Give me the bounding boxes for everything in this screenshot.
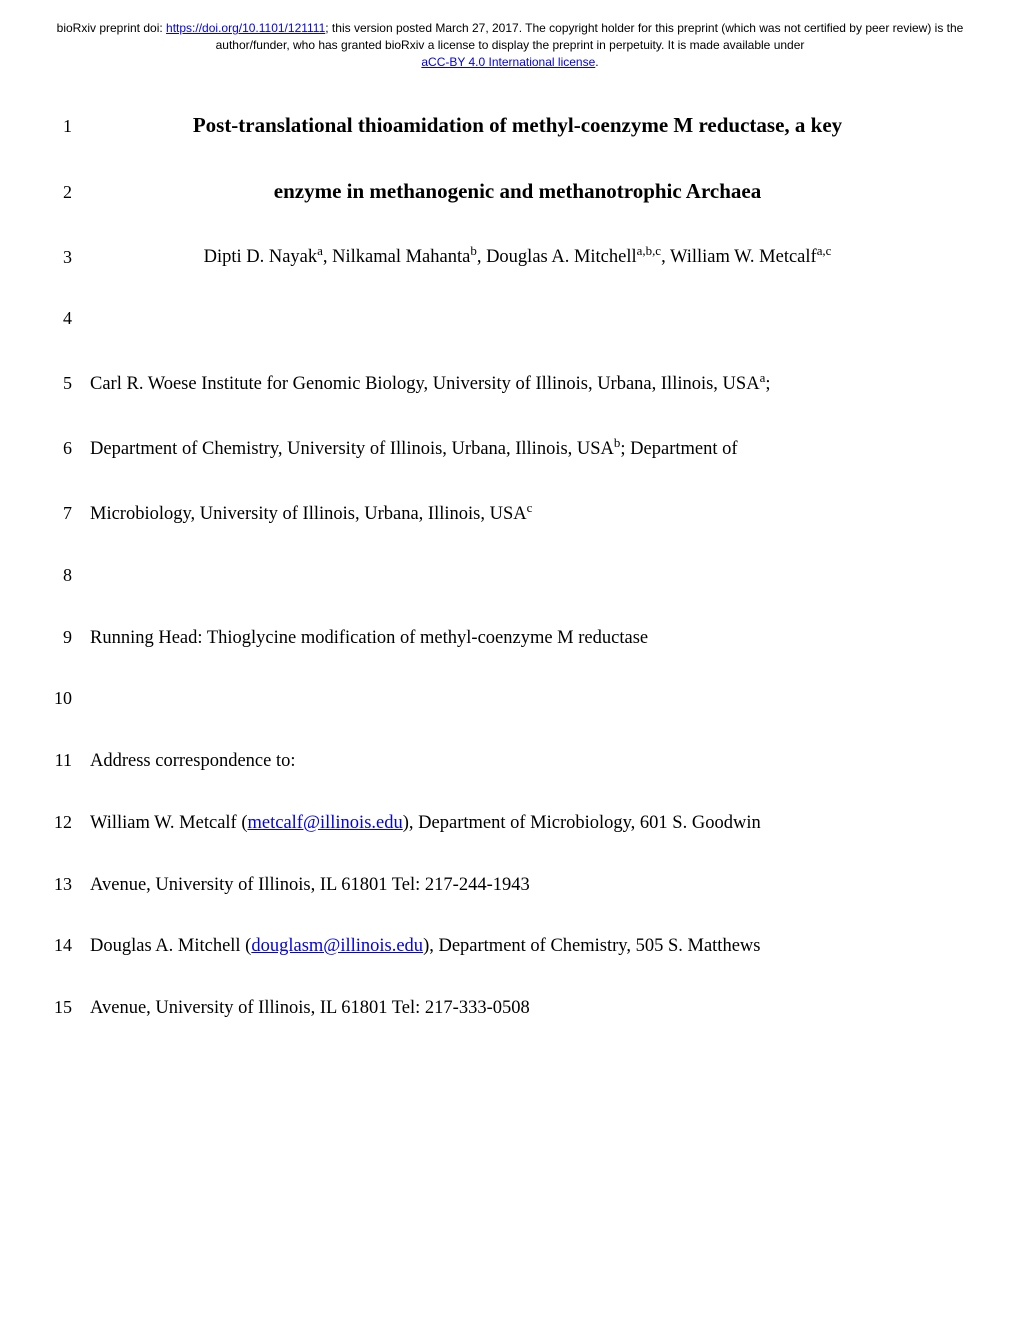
affiliation-text: Carl R. Woese Institute for Genomic Biol…	[90, 368, 945, 399]
authors-text: Dipti D. Nayaka, Nilkamal Mahantab, Doug…	[90, 241, 945, 272]
title-text: Post-translational thioamidation of meth…	[90, 110, 945, 142]
line-7: 7 Microbiology, University of Illinois, …	[50, 498, 945, 529]
line-2: 2 enzyme in methanogenic and methanotrop…	[50, 176, 945, 208]
line-number: 7	[50, 503, 90, 524]
manuscript-content: 1 Post-translational thioamidation of me…	[0, 80, 1020, 1022]
affiliation-text: Department of Chemistry, University of I…	[90, 433, 945, 464]
line-15: 15 Avenue, University of Illinois, IL 61…	[50, 995, 945, 1023]
line-number: 9	[50, 627, 90, 648]
text-part: ), Department of Chemistry, 505 S. Matth…	[423, 936, 760, 956]
title-text: enzyme in methanogenic and methanotrophi…	[90, 176, 945, 208]
text-part: ), Department of Microbiology, 601 S. Go…	[403, 813, 761, 833]
affiliation-sup: c	[527, 500, 533, 515]
text-part: ;	[765, 374, 770, 394]
author-name: , Nilkamal Mahanta	[323, 248, 470, 268]
affiliation-text: Microbiology, University of Illinois, Ur…	[90, 498, 945, 529]
text-part: Carl R. Woese Institute for Genomic Biol…	[90, 374, 760, 394]
text-part: Microbiology, University of Illinois, Ur…	[90, 504, 527, 524]
line-12: 12 William W. Metcalf (metcalf@illinois.…	[50, 810, 945, 838]
line-number: 13	[50, 874, 90, 895]
blank-line	[90, 306, 945, 334]
preprint-header: bioRxiv preprint doi: https://doi.org/10…	[0, 0, 1020, 80]
author-name: , Douglas A. Mitchell	[477, 248, 637, 268]
line-number: 15	[50, 997, 90, 1018]
line-number: 8	[50, 565, 90, 586]
header-mid: ; this version posted March 27, 2017. Th…	[216, 21, 964, 52]
line-number: 4	[50, 308, 90, 329]
text-part: Douglas A. Mitchell (	[90, 936, 251, 956]
line-number: 14	[50, 935, 90, 956]
blank-line	[90, 563, 945, 591]
line-number: 3	[50, 247, 90, 268]
author-name: Dipti D. Nayak	[204, 248, 318, 268]
line-13: 13 Avenue, University of Illinois, IL 61…	[50, 872, 945, 900]
license-link[interactable]: aCC-BY 4.0 International license	[421, 55, 595, 69]
doi-link[interactable]: https://doi.org/10.1101/121111	[166, 21, 325, 35]
line-number: 6	[50, 438, 90, 459]
line-3: 3 Dipti D. Nayaka, Nilkamal Mahantab, Do…	[50, 241, 945, 272]
author-name: , William W. Metcalf	[661, 248, 817, 268]
line-6: 6 Department of Chemistry, University of…	[50, 433, 945, 464]
line-number: 2	[50, 182, 90, 203]
line-5: 5 Carl R. Woese Institute for Genomic Bi…	[50, 368, 945, 399]
affiliation-sup: a,c	[817, 243, 832, 258]
correspondence-text: Douglas A. Mitchell (douglasm@illinois.e…	[90, 933, 945, 961]
text-part: Department of Chemistry, University of I…	[90, 439, 614, 459]
affiliation-sup: a,b,c	[637, 243, 661, 258]
correspondence-label: Address correspondence to:	[90, 748, 945, 776]
line-number: 5	[50, 373, 90, 394]
line-number: 12	[50, 812, 90, 833]
line-number: 10	[50, 688, 90, 709]
line-8: 8	[50, 563, 945, 591]
header-prefix: bioRxiv preprint doi:	[57, 21, 166, 35]
email-link[interactable]: douglasm@illinois.edu	[251, 936, 423, 956]
address-text: Avenue, University of Illinois, IL 61801…	[90, 995, 945, 1023]
line-1: 1 Post-translational thioamidation of me…	[50, 110, 945, 142]
line-number: 11	[50, 750, 90, 771]
correspondence-text: William W. Metcalf (metcalf@illinois.edu…	[90, 810, 945, 838]
line-4: 4	[50, 306, 945, 334]
text-part: William W. Metcalf (	[90, 813, 248, 833]
line-14: 14 Douglas A. Mitchell (douglasm@illinoi…	[50, 933, 945, 961]
running-head: Running Head: Thioglycine modification o…	[90, 625, 945, 653]
header-suffix: .	[595, 55, 598, 69]
text-part: ; Department of	[620, 439, 737, 459]
address-text: Avenue, University of Illinois, IL 61801…	[90, 872, 945, 900]
email-link[interactable]: metcalf@illinois.edu	[248, 813, 403, 833]
blank-line	[90, 686, 945, 714]
line-number: 1	[50, 116, 90, 137]
line-10: 10	[50, 686, 945, 714]
line-9: 9 Running Head: Thioglycine modification…	[50, 625, 945, 653]
line-11: 11 Address correspondence to:	[50, 748, 945, 776]
